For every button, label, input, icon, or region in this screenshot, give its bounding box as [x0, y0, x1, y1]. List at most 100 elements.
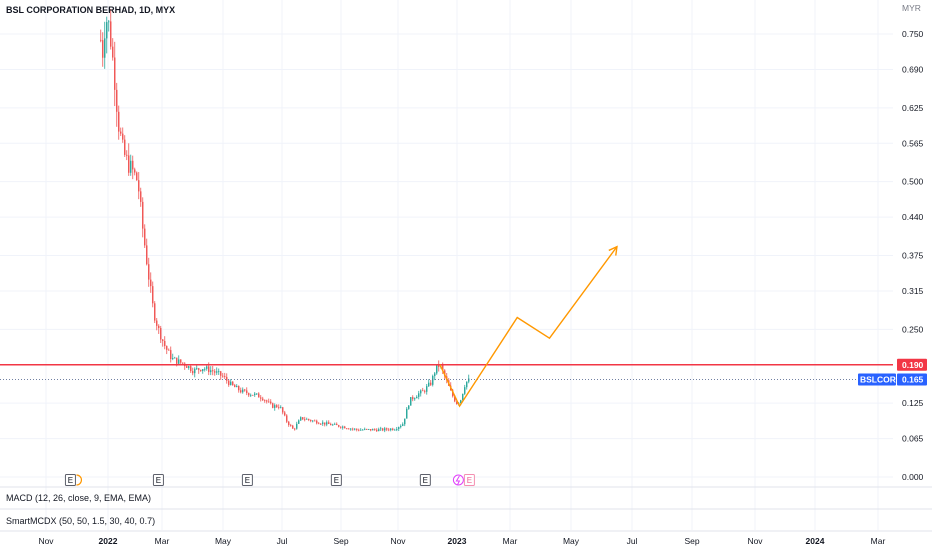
earnings-event-marker[interactable]: E [64, 474, 82, 486]
event-label: E [334, 476, 339, 485]
candle-body [460, 400, 462, 404]
candle-body [104, 38, 106, 58]
candle-body [170, 350, 172, 359]
candle-body [318, 423, 320, 425]
candle-body [468, 378, 470, 382]
candle-body [154, 303, 156, 321]
candle-body [276, 405, 278, 408]
candle-series [100, 9, 470, 433]
candle-body [398, 427, 400, 429]
candle-body [454, 396, 456, 402]
candle-body [358, 429, 360, 431]
candle-body [342, 426, 344, 428]
candle-body [164, 340, 166, 347]
candle-body [356, 428, 358, 430]
candle-body [370, 429, 372, 431]
x-tick-label: 2023 [448, 536, 467, 546]
candle-body [228, 380, 230, 385]
resistance-price-tag [897, 358, 927, 371]
candle-body [160, 328, 162, 340]
candle-body [126, 154, 128, 156]
candle-body [180, 359, 182, 363]
candle-body [212, 370, 214, 372]
candle-body [464, 387, 466, 394]
candle-body [206, 366, 208, 369]
candle-body [306, 418, 308, 420]
candle-body [238, 386, 240, 391]
candle-body [200, 369, 202, 372]
candle-body [278, 407, 280, 408]
earnings-event-marker[interactable]: E [330, 474, 342, 486]
smartmcdx-indicator-label[interactable]: SmartMCDX (50, 50, 1.5, 30, 40, 0.7) [6, 516, 156, 526]
candle-body [296, 423, 298, 429]
x-tick-label: Mar [155, 536, 170, 546]
dividend-icon [452, 474, 464, 486]
y-tick-label: 0.125 [902, 398, 924, 408]
earnings-event-marker[interactable]: E [452, 474, 475, 486]
candle-body [124, 139, 126, 155]
candle-body [300, 417, 302, 421]
candle-body [302, 417, 304, 420]
y-tick-label: 0.625 [902, 103, 924, 113]
candle-body [320, 423, 322, 425]
earnings-event-marker[interactable]: E [152, 474, 164, 486]
candle-body [156, 320, 158, 326]
candle-body [218, 371, 220, 373]
event-label: E [68, 476, 73, 485]
candle-body [344, 426, 346, 429]
candle-body [410, 397, 412, 406]
earnings-event-marker[interactable]: E [419, 474, 431, 486]
candle-body [436, 364, 438, 374]
candle-body [120, 131, 122, 134]
candle-body [166, 346, 168, 350]
candle-body [246, 390, 248, 394]
candle-body [112, 46, 114, 58]
candle-body [288, 421, 290, 425]
candle-body [274, 405, 276, 408]
candle-body [144, 228, 146, 246]
candle-body [256, 393, 258, 395]
candle-body [308, 418, 310, 420]
candle-body [208, 366, 210, 373]
candle-body [210, 370, 212, 373]
x-tick-label: Nov [747, 536, 763, 546]
time-axis[interactable]: Nov 2022 Mar May Jul Sep Nov 2023 Mar May Jul Sep No… [38, 536, 885, 546]
candle-body [140, 191, 142, 202]
candle-body [222, 375, 224, 377]
macd-indicator-label[interactable]: MACD (12, 26, close, 9, EMA, EMA) [6, 493, 152, 503]
candle-body [266, 400, 268, 402]
candle-body [194, 368, 196, 374]
candle-body [106, 22, 108, 39]
candle-body [404, 418, 406, 425]
currency-label: MYR [902, 3, 921, 13]
candle-body [456, 401, 458, 405]
event-box [419, 474, 431, 486]
candle-body [162, 339, 164, 341]
candle-body [250, 394, 252, 396]
resistance-price-text: 0.190 [902, 360, 924, 370]
y-tick-label: 0.000 [902, 472, 924, 482]
candle-body [406, 408, 408, 419]
earnings-event-marker[interactable]: E [241, 474, 253, 486]
candle-body [198, 368, 200, 370]
candle-body [132, 160, 134, 170]
grid-lines [0, 0, 932, 532]
candle-body [338, 425, 340, 427]
x-tick-label: 2022 [99, 536, 118, 546]
candle-body [128, 155, 130, 173]
x-tick-label: Nov [390, 536, 406, 546]
event-box [463, 474, 475, 486]
candle-body [424, 390, 426, 392]
price-axis[interactable]: 0.750 0.690 0.625 0.565 0.500 0.440 0.375 0.315… [858, 3, 927, 482]
candle-body [386, 428, 388, 430]
candle-body [322, 422, 324, 424]
candle-body [102, 40, 104, 58]
candle-body [442, 364, 444, 371]
candle-body [116, 89, 118, 112]
candle-body [394, 429, 396, 431]
candle-body [290, 424, 292, 426]
candle-body [432, 376, 434, 385]
candle-body [390, 428, 392, 431]
candle-body [148, 264, 150, 280]
